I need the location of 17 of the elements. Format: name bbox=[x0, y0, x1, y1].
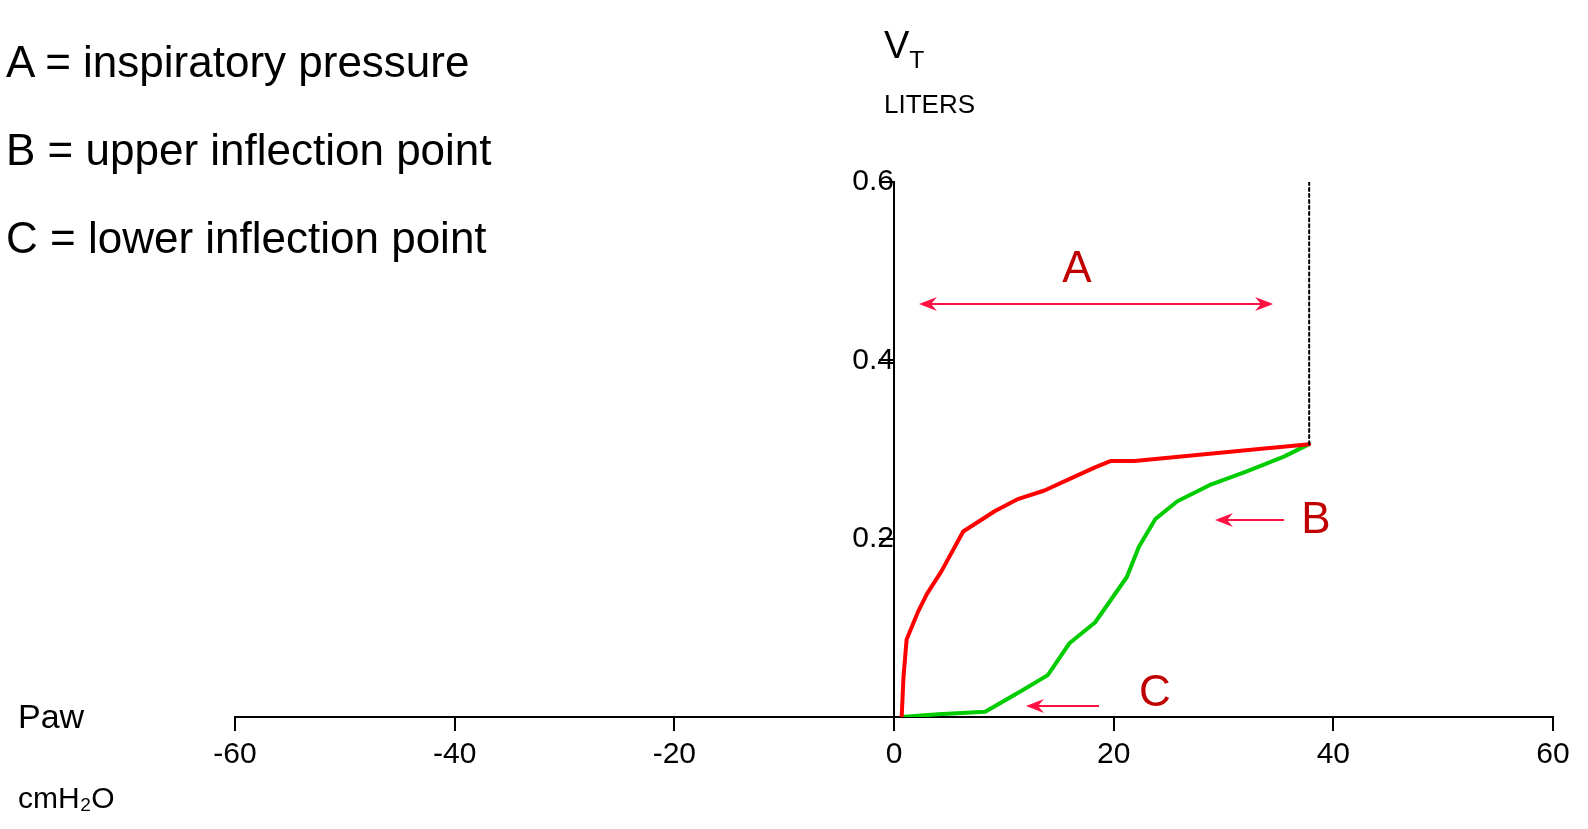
y-tick-label: 0.4 bbox=[852, 341, 894, 375]
text: A = inspiratory pressure bbox=[6, 37, 471, 86]
y-tick-label: 0.2 bbox=[852, 519, 894, 553]
text: Paw cmH₂O bbox=[18, 697, 115, 814]
x-tick-label: 60 bbox=[1536, 736, 1570, 770]
x-tick-label: -40 bbox=[432, 736, 477, 770]
annotation: B bbox=[1301, 493, 1331, 542]
y-tick-label: 0.6 bbox=[852, 163, 894, 197]
x-tick-label: -60 bbox=[213, 736, 257, 770]
annotation: A bbox=[1062, 242, 1093, 291]
x-tick-label: 20 bbox=[1096, 736, 1131, 770]
x-tick-label: -20 bbox=[652, 736, 697, 770]
text: B = upper inflection point bbox=[6, 125, 492, 174]
annotation: C = lower inflection point bbox=[6, 213, 488, 262]
x-tick-label: 0 bbox=[885, 736, 903, 770]
x-tick-label: 40 bbox=[1316, 736, 1351, 770]
annotation: C bbox=[1139, 666, 1171, 715]
